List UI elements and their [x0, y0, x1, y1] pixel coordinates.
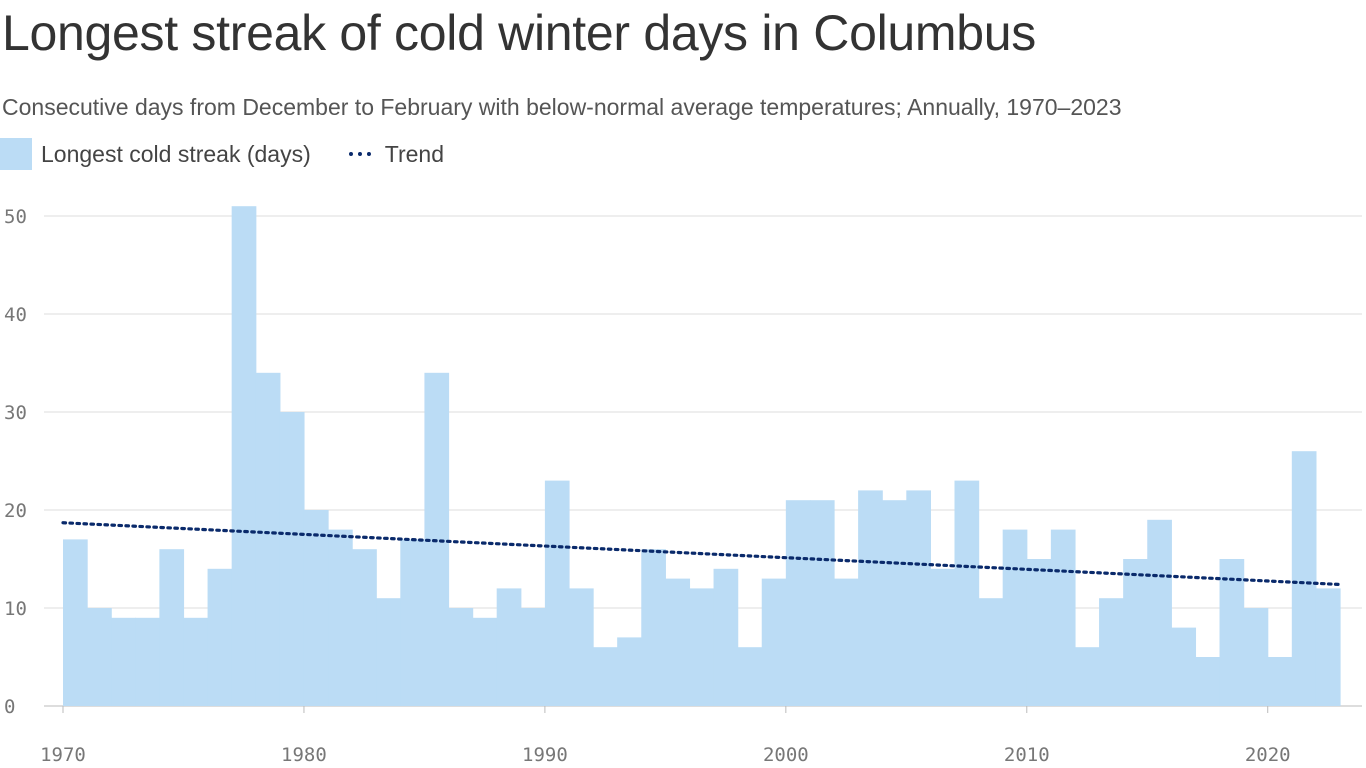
bar-1989 — [520, 608, 546, 706]
bar-2017 — [1195, 657, 1221, 706]
bar-1991 — [568, 588, 594, 706]
bar-2007 — [954, 480, 980, 706]
bar-1981 — [328, 529, 353, 706]
bar-1994 — [641, 549, 666, 706]
legend: Longest cold streak (days) Trend — [0, 137, 482, 171]
legend-trend-swatch — [348, 152, 371, 156]
bar-2012 — [1074, 647, 1100, 706]
bar-1984 — [400, 539, 426, 706]
y-tick-label: 50 — [4, 206, 27, 228]
bar-2015 — [1147, 519, 1172, 706]
x-tick-label: 2010 — [1004, 744, 1050, 766]
bar-1999 — [761, 578, 787, 706]
bar-2018 — [1219, 559, 1245, 706]
legend-bar-swatch — [0, 138, 32, 170]
trend-layer — [61, 521, 1342, 587]
bar-2004 — [882, 500, 907, 706]
bar-1976 — [207, 568, 233, 706]
bar-2011 — [1050, 529, 1076, 706]
x-axis: 1970 1980 1990 2000 2010 2020 — [40, 706, 1291, 766]
bar-2005 — [906, 490, 931, 706]
x-tick-label: 2020 — [1245, 744, 1291, 766]
x-tick-label: 2000 — [763, 744, 809, 766]
bar-1980 — [303, 510, 329, 706]
bar-2013 — [1099, 598, 1124, 706]
legend-item-bars: Longest cold streak (days) — [0, 138, 311, 170]
bar-1997 — [713, 568, 739, 706]
bar-1973 — [135, 617, 160, 706]
legend-trend-label: Trend — [384, 140, 444, 167]
bar-2022 — [1315, 588, 1341, 706]
bar-1977 — [231, 206, 257, 706]
bar-1993 — [617, 637, 642, 706]
bar-1987 — [472, 617, 498, 706]
y-axis: 0 10 20 30 40 50 — [4, 206, 27, 718]
x-tick-label: 1980 — [281, 744, 327, 766]
x-tick-label: 1970 — [40, 744, 86, 766]
bar-1992 — [593, 647, 618, 706]
bar-2020 — [1267, 657, 1293, 706]
bar-2000 — [785, 500, 811, 706]
bar-1982 — [352, 549, 377, 706]
bar-1990 — [544, 480, 570, 706]
bar-1996 — [689, 588, 715, 706]
bar-2014 — [1123, 559, 1148, 706]
y-tick-label: 40 — [4, 304, 27, 326]
bar-1998 — [737, 647, 763, 706]
y-tick-label: 30 — [4, 402, 27, 424]
bar-2021 — [1291, 451, 1317, 706]
y-tick-label: 0 — [4, 696, 15, 718]
bar-2008 — [978, 598, 1004, 706]
bar-2001 — [809, 500, 835, 706]
bar-1971 — [87, 608, 112, 706]
chart-title: Longest streak of cold winter days in Co… — [2, 5, 1036, 61]
bar-1986 — [448, 608, 474, 706]
legend-item-trend: Trend — [348, 140, 444, 168]
bar-1988 — [496, 588, 522, 706]
legend-bar-label: Longest cold streak (days) — [41, 140, 311, 167]
y-tick-label: 20 — [4, 500, 27, 522]
bar-1978 — [255, 372, 281, 706]
bar-1972 — [111, 617, 136, 706]
x-tick-label: 1990 — [522, 744, 568, 766]
bar-2003 — [858, 490, 883, 706]
bar-1995 — [665, 578, 691, 706]
bar-2019 — [1243, 608, 1269, 706]
bar-2009 — [1002, 529, 1028, 706]
trend-line — [61, 521, 1342, 587]
bar-1979 — [279, 412, 305, 706]
bar-2010 — [1026, 559, 1052, 706]
chart-subtitle: Consecutive days from December to Februa… — [2, 94, 1122, 120]
bar-2006 — [930, 568, 956, 706]
y-tick-label: 10 — [4, 598, 27, 620]
bar-1970 — [63, 539, 88, 706]
bar-1974 — [159, 549, 185, 706]
bar-1975 — [183, 617, 209, 706]
bar-2002 — [834, 578, 859, 706]
bars — [63, 206, 1341, 706]
bar-2016 — [1171, 627, 1197, 706]
bar-1983 — [376, 598, 401, 706]
